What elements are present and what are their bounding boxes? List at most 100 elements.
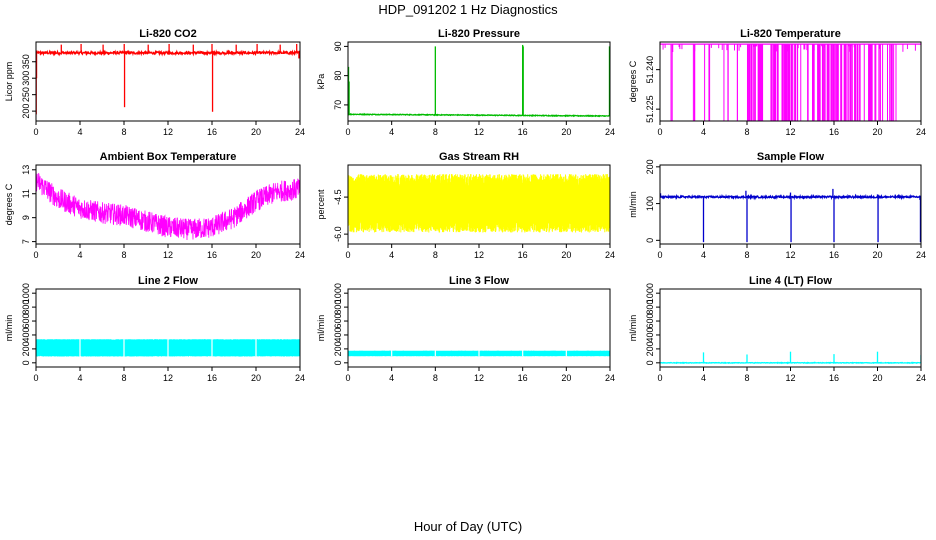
data-series bbox=[36, 49, 300, 57]
y-tick-label: 1000 bbox=[333, 283, 343, 303]
series-area bbox=[36, 171, 300, 241]
y-tick-label: 600 bbox=[333, 314, 343, 329]
x-tick-label: 12 bbox=[785, 127, 795, 137]
x-tick-label: 0 bbox=[33, 127, 38, 137]
y-tick-label: 400 bbox=[21, 327, 31, 342]
y-tick-label: 200 bbox=[645, 159, 655, 174]
y-tick-label: 7 bbox=[21, 239, 31, 244]
y-axis-label: ml/min bbox=[628, 315, 638, 342]
data-series bbox=[348, 174, 610, 233]
panel-2: Li-820 Temperature 0 4 8 12 16 20 24 51.225 51.24… bbox=[628, 28, 926, 137]
y-tick-label: 600 bbox=[21, 314, 31, 329]
x-tick-label: 0 bbox=[345, 373, 350, 383]
y-tick-label: 200 bbox=[21, 341, 31, 356]
y-tick-label: 200 bbox=[645, 341, 655, 356]
panel-3: Ambient Box Temperature 0 4 8 12 16 20 24 7 9 11 13… bbox=[4, 151, 305, 260]
y-tick-label: -6.0 bbox=[333, 226, 343, 242]
panel-title: Sample Flow bbox=[757, 151, 825, 163]
x-tick-label: 20 bbox=[251, 127, 261, 137]
panel-title: Li-820 Temperature bbox=[740, 28, 841, 40]
x-tick-label: 4 bbox=[701, 373, 706, 383]
panel-title: Gas Stream RH bbox=[439, 151, 519, 163]
x-tick-label: 20 bbox=[561, 373, 571, 383]
x-tick-label: 16 bbox=[518, 250, 528, 260]
y-axis-label: percent bbox=[316, 189, 326, 220]
data-series bbox=[36, 171, 300, 241]
series-area bbox=[660, 351, 921, 365]
x-tick-label: 16 bbox=[829, 373, 839, 383]
x-tick-label: 4 bbox=[77, 250, 82, 260]
y-axis-label: ml/min bbox=[628, 191, 638, 218]
plot-frame bbox=[659, 41, 922, 122]
panel-8: Line 4 (LT) Flow 0 4 8 12 16 20 24 0 200400600800… bbox=[628, 275, 926, 383]
y-tick-label: 250 bbox=[21, 87, 31, 102]
y-tick-label: 70 bbox=[333, 100, 343, 110]
y-tick-label: 600 bbox=[645, 314, 655, 329]
y-tick-label: 800 bbox=[333, 300, 343, 315]
x-tick-label: 12 bbox=[163, 127, 173, 137]
y-tick-label: 800 bbox=[21, 300, 31, 315]
y-tick-label: 400 bbox=[645, 327, 655, 342]
y-tick-label: 200 bbox=[21, 104, 31, 119]
x-tick-label: 12 bbox=[785, 373, 795, 383]
x-tick-label: 16 bbox=[207, 127, 217, 137]
y-tick-label: 350 bbox=[21, 54, 31, 69]
y-tick-label: 0 bbox=[333, 360, 343, 365]
x-tick-label: 4 bbox=[389, 373, 394, 383]
x-tick-label: 8 bbox=[121, 250, 126, 260]
panel-title: Ambient Box Temperature bbox=[100, 151, 237, 163]
x-tick-label: 8 bbox=[744, 250, 749, 260]
x-tick-label: 8 bbox=[433, 373, 438, 383]
series-area bbox=[348, 349, 610, 357]
y-tick-label: 400 bbox=[333, 327, 343, 342]
panel-1: Li-820 Pressure 0 4 8 12 16 20 24 70 80 90 kPa bbox=[316, 28, 615, 137]
plot-frame bbox=[347, 41, 611, 122]
x-tick-label: 8 bbox=[121, 127, 126, 137]
series-area bbox=[36, 338, 300, 357]
y-tick-label: 800 bbox=[645, 300, 655, 315]
y-tick-label: 80 bbox=[333, 71, 343, 81]
x-tick-label: 8 bbox=[744, 127, 749, 137]
panel-title: Li-820 CO2 bbox=[139, 28, 196, 40]
series-area bbox=[348, 44, 610, 118]
y-axis-label: degrees C bbox=[4, 183, 14, 225]
y-tick-label: 1000 bbox=[21, 283, 31, 303]
x-tick-label: 24 bbox=[295, 373, 305, 383]
y-axis-label: ml/min bbox=[316, 315, 326, 342]
y-tick-label: 11 bbox=[21, 189, 31, 198]
x-tick-label: 24 bbox=[295, 250, 305, 260]
x-tick-label: 16 bbox=[829, 250, 839, 260]
x-tick-label: 20 bbox=[561, 127, 571, 137]
x-tick-label: 12 bbox=[474, 127, 484, 137]
x-tick-label: 0 bbox=[33, 250, 38, 260]
x-tick-label: 8 bbox=[433, 250, 438, 260]
x-tick-label: 8 bbox=[744, 373, 749, 383]
panel-title: Line 4 (LT) Flow bbox=[749, 275, 832, 287]
y-axis-label: Licor ppm bbox=[4, 62, 14, 102]
x-tick-label: 4 bbox=[389, 127, 394, 137]
x-tick-label: 0 bbox=[345, 127, 350, 137]
x-tick-label: 20 bbox=[251, 373, 261, 383]
series-area bbox=[348, 174, 610, 233]
figure-xlabel: Hour of Day (UTC) bbox=[414, 519, 522, 534]
series-area bbox=[660, 43, 921, 121]
x-tick-label: 24 bbox=[916, 127, 926, 137]
x-tick-label: 24 bbox=[916, 250, 926, 260]
y-tick-label: 0 bbox=[645, 238, 655, 243]
y-tick-label: 0 bbox=[21, 360, 31, 365]
y-tick-label: 300 bbox=[21, 71, 31, 86]
y-tick-label: 1000 bbox=[645, 283, 655, 303]
panel-title: Line 2 Flow bbox=[138, 275, 198, 287]
y-axis-label: degrees C bbox=[628, 60, 638, 102]
x-tick-label: 8 bbox=[121, 373, 126, 383]
y-tick-label: -4.5 bbox=[333, 189, 343, 205]
panel-title: Li-820 Pressure bbox=[438, 28, 520, 40]
x-tick-label: 12 bbox=[163, 250, 173, 260]
x-tick-label: 12 bbox=[163, 373, 173, 383]
x-tick-label: 4 bbox=[701, 250, 706, 260]
x-tick-label: 24 bbox=[605, 127, 615, 137]
x-tick-label: 24 bbox=[295, 127, 305, 137]
